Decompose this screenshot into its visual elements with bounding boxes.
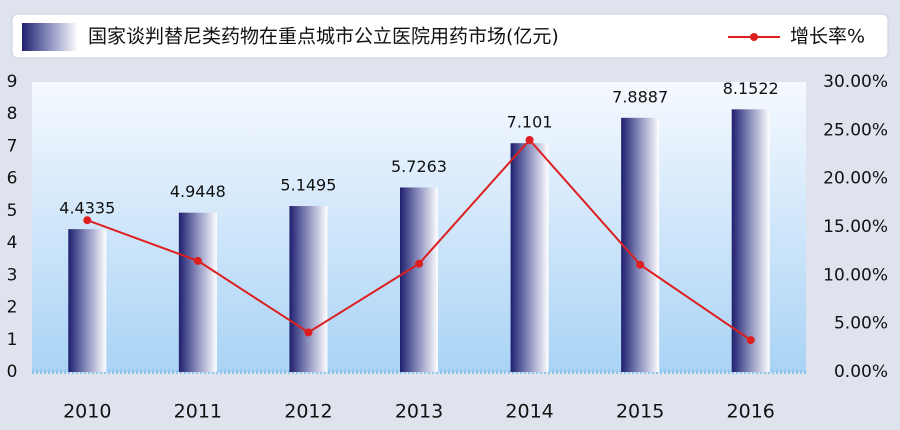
y-tick-label: 8 (7, 104, 18, 124)
x-tick-label: 2016 (727, 401, 775, 423)
bar (68, 229, 107, 372)
bar (621, 117, 660, 372)
y-tick-label: 3 (7, 265, 18, 285)
bar (289, 206, 328, 372)
value-label: 7.101 (507, 113, 553, 132)
y-tick-label: 5 (7, 201, 18, 221)
y2-tick-label: 5.00% (834, 314, 888, 334)
line-point (304, 328, 313, 337)
x-tick-label: 2012 (284, 401, 332, 423)
y2-tick-label: 0.00% (834, 362, 888, 382)
bar (178, 212, 217, 372)
y-tick-label: 2 (7, 298, 18, 318)
value-label: 4.9448 (170, 182, 226, 201)
y-tick-label: 6 (7, 169, 18, 189)
value-label: 5.1495 (280, 176, 336, 195)
y-tick-label: 1 (7, 330, 18, 350)
x-tick-label: 2014 (505, 401, 553, 423)
y2-tick-label: 20.00% (823, 169, 888, 189)
y-tick-label: 4 (7, 233, 18, 253)
legend-label: 增长率% (790, 26, 865, 48)
x-tick-label: 2015 (616, 401, 664, 423)
value-label: 8.1522 (723, 79, 779, 98)
bar (400, 187, 438, 372)
line-point (193, 256, 202, 265)
value-label: 5.7263 (391, 157, 447, 176)
legend-box (11, 13, 889, 59)
line-point (415, 259, 423, 268)
line-point (636, 260, 645, 269)
line-point (746, 336, 755, 345)
x-tick-label: 2010 (63, 401, 111, 423)
legend-swatch (22, 23, 78, 51)
bar (510, 143, 549, 372)
x-tick-label: 2013 (395, 401, 443, 423)
value-label: 4.4335 (59, 199, 115, 218)
line-point (83, 216, 92, 225)
value-label: 7.8887 (612, 87, 668, 106)
y2-tick-label: 10.00% (823, 265, 888, 285)
line-point (525, 136, 534, 144)
y-tick-label: 7 (7, 136, 18, 156)
legend-label: 国家谈判替尼类药物在重点城市公立医院用药市场(亿元) (88, 26, 559, 48)
bar (731, 109, 770, 373)
legend-marker (750, 33, 758, 41)
y2-tick-label: 25.00% (823, 120, 888, 140)
y2-tick-label: 15.00% (823, 217, 888, 237)
y2-tick-label: 30.00% (823, 72, 888, 92)
y-tick-label: 9 (7, 72, 18, 92)
x-tick-label: 2011 (174, 401, 222, 423)
y-tick-label: 0 (7, 362, 18, 382)
